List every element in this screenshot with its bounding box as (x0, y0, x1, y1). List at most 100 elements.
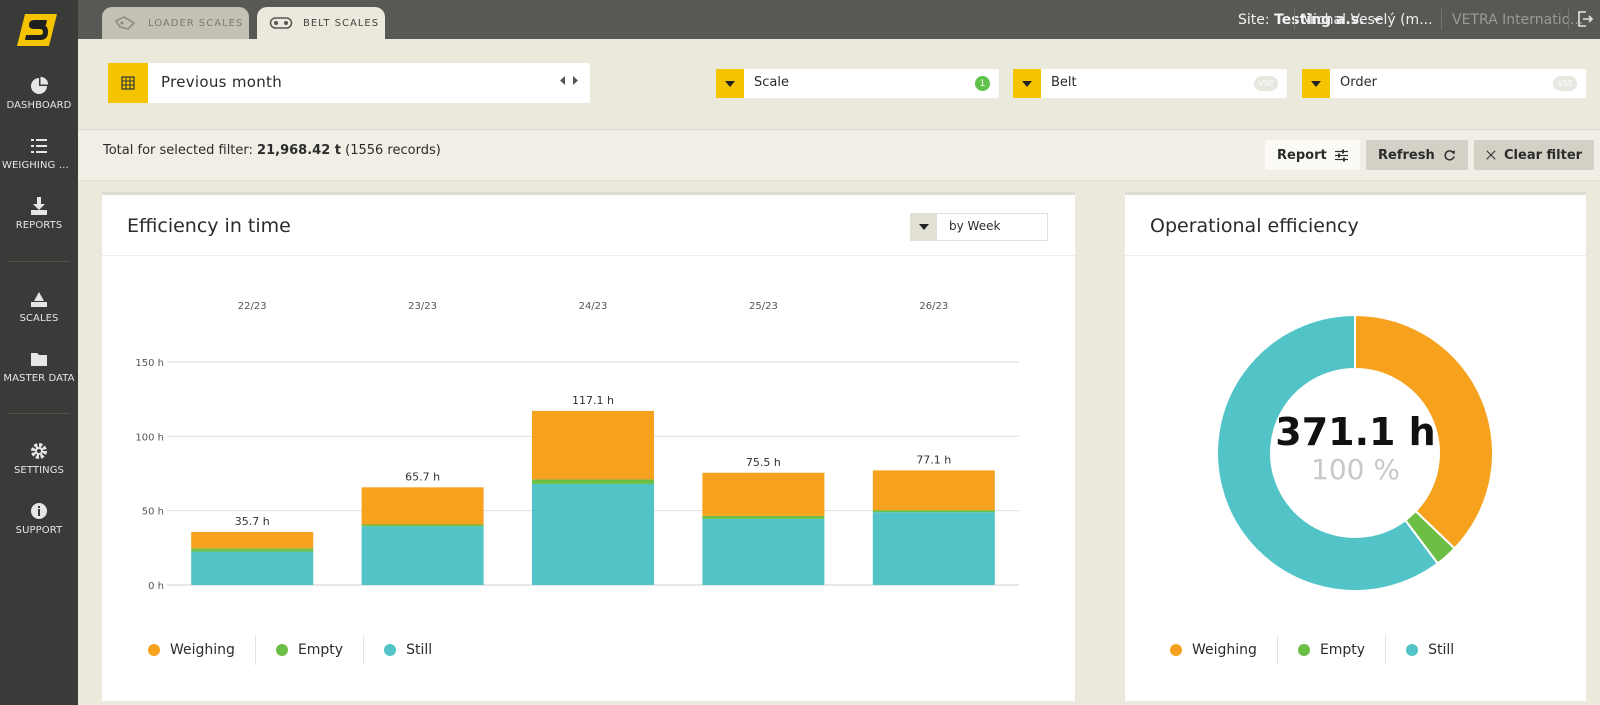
grouping-select[interactable]: by Week (910, 213, 1048, 241)
legend-empty[interactable]: Empty (256, 635, 365, 665)
organization-name[interactable]: VETRA Internatio... (1452, 11, 1584, 28)
nav-label: DASHBOARD (6, 100, 72, 111)
nav-dashboard[interactable]: DASHBOARD (0, 76, 78, 111)
order-filter-dropdown[interactable] (1302, 69, 1330, 98)
close-icon (1486, 150, 1496, 160)
summary-bar: Total for selected filter: 21,968.42 t (… (78, 129, 1600, 181)
card-divider (102, 255, 1075, 256)
y-tick-label: 50 h (142, 507, 164, 518)
bar-segment-still (872, 512, 995, 585)
summary-prefix: Total for selected filter: (103, 143, 253, 158)
nav-label: WEIGHING D... (2, 160, 77, 171)
chevron-left-icon[interactable] (560, 76, 566, 85)
refresh-label: Refresh (1378, 147, 1435, 163)
top-bar: LOADER SCALES BELT SCALES Site: Testing … (78, 0, 1600, 39)
donut-total-value: 371.1 h (1275, 410, 1436, 454)
belt-filter[interactable]: Belt VŠE (1013, 69, 1287, 98)
order-filter[interactable]: Order VŠE (1302, 69, 1586, 98)
legend-empty[interactable]: Empty (1278, 635, 1387, 665)
legend-weighing[interactable]: Weighing (1170, 635, 1278, 665)
user-name[interactable]: Michal Veselý (m... (1301, 11, 1433, 28)
y-tick-label: 100 h (135, 432, 164, 443)
info-icon (31, 503, 47, 519)
logout-icon[interactable] (1576, 10, 1594, 28)
legend-dot (1170, 644, 1182, 656)
bar-segment-still (191, 551, 314, 585)
tab-label: BELT SCALES (303, 17, 380, 29)
order-filter-badge: VŠE (1553, 76, 1577, 91)
refresh-button[interactable]: Refresh (1366, 140, 1468, 170)
bar-total-label: 77.1 h (916, 453, 951, 466)
bar-segment-weighing (361, 487, 484, 525)
bar-segment-still (702, 518, 825, 585)
scale-icon (31, 292, 47, 307)
tab-loader-scales[interactable]: LOADER SCALES (102, 7, 249, 39)
bar-total-label: 75.5 h (746, 456, 781, 469)
tab-belt-scales[interactable]: BELT SCALES (257, 7, 385, 39)
legend-dot (275, 644, 288, 656)
bar-segment-empty (702, 515, 825, 519)
period-arrows[interactable] (560, 76, 578, 88)
y-tick-label: 150 h (135, 358, 164, 369)
nav-master-data[interactable]: MASTER DATA (0, 349, 78, 384)
legend-still[interactable]: Still (1386, 635, 1474, 665)
tab-label: LOADER SCALES (148, 17, 244, 29)
donut-slice-weighing (1354, 313, 1494, 550)
pie-chart-icon (31, 76, 49, 94)
belt-filter-dropdown[interactable] (1013, 69, 1041, 98)
donut-legend: Weighing Empty Still (1170, 635, 1474, 665)
legend-still[interactable]: Still (364, 635, 452, 665)
bar-segment-empty (361, 524, 484, 527)
nav-label: SETTINGS (13, 465, 65, 476)
bar-segment-weighing (532, 410, 654, 480)
nav-support[interactable]: SUPPORT (0, 501, 78, 536)
bar-total-label: 35.7 h (235, 515, 270, 528)
legend-label: Weighing (170, 642, 235, 658)
bar-segment-weighing (702, 472, 825, 516)
sidebar: DASHBOARD WEIGHING D... REPORTS SCALES M… (0, 0, 78, 705)
gear-icon (31, 443, 47, 459)
site-selector[interactable]: Site: Testing a.s. (1238, 0, 1382, 39)
calendar-icon (121, 76, 135, 90)
list-icon (31, 139, 47, 153)
bar-segment-weighing (872, 470, 995, 511)
order-filter-label: Order (1340, 75, 1377, 90)
x-category-label: 26/23 (919, 301, 948, 312)
x-category-label: 24/23 (579, 301, 608, 312)
loader-icon (114, 16, 136, 30)
clear-filter-label: Clear filter (1504, 147, 1583, 163)
top-divider (1568, 9, 1569, 30)
donut-percent: 100 % (1311, 453, 1400, 486)
grouping-dropdown[interactable] (911, 214, 937, 240)
app-logo[interactable] (17, 14, 57, 46)
nav-divider (8, 261, 70, 262)
legend-label: Still (406, 642, 433, 658)
clear-filter-button[interactable]: Clear filter (1474, 140, 1595, 170)
scale-filter-dropdown[interactable] (716, 69, 744, 98)
legend-dot (148, 644, 160, 656)
nav-weighing-data[interactable]: WEIGHING D... (0, 136, 78, 171)
top-divider (1294, 9, 1295, 30)
site-name: Testing a.s. (1274, 11, 1365, 28)
card-divider (1125, 255, 1586, 256)
efficiency-in-time-card: Efficiency in time by Week 0 h 50 h 100 h 1… (102, 192, 1075, 701)
nav-reports[interactable]: REPORTS (0, 196, 78, 231)
scale-filter[interactable]: Scale 1 (716, 69, 999, 98)
nav-scales[interactable]: SCALES (0, 289, 78, 324)
sliders-icon (1334, 149, 1348, 161)
operational-donut-chart (1216, 313, 1494, 592)
report-button[interactable]: Report (1265, 140, 1360, 170)
chevron-down-icon (1022, 80, 1032, 87)
nav-label: SUPPORT (15, 525, 63, 536)
period-text: Previous month (161, 73, 283, 91)
top-divider (1441, 9, 1442, 30)
grouping-value: by Week (949, 219, 1001, 233)
bar-total-label: 65.7 h (405, 470, 440, 483)
bar-segment-weighing (191, 531, 314, 549)
nav-settings[interactable]: SETTINGS (0, 441, 78, 476)
chevron-right-icon[interactable] (572, 76, 578, 85)
bar-total-label: 117.1 h (572, 394, 614, 407)
period-selector[interactable]: Previous month (108, 63, 590, 103)
calendar-button[interactable] (108, 63, 148, 103)
legend-weighing[interactable]: Weighing (148, 635, 256, 665)
